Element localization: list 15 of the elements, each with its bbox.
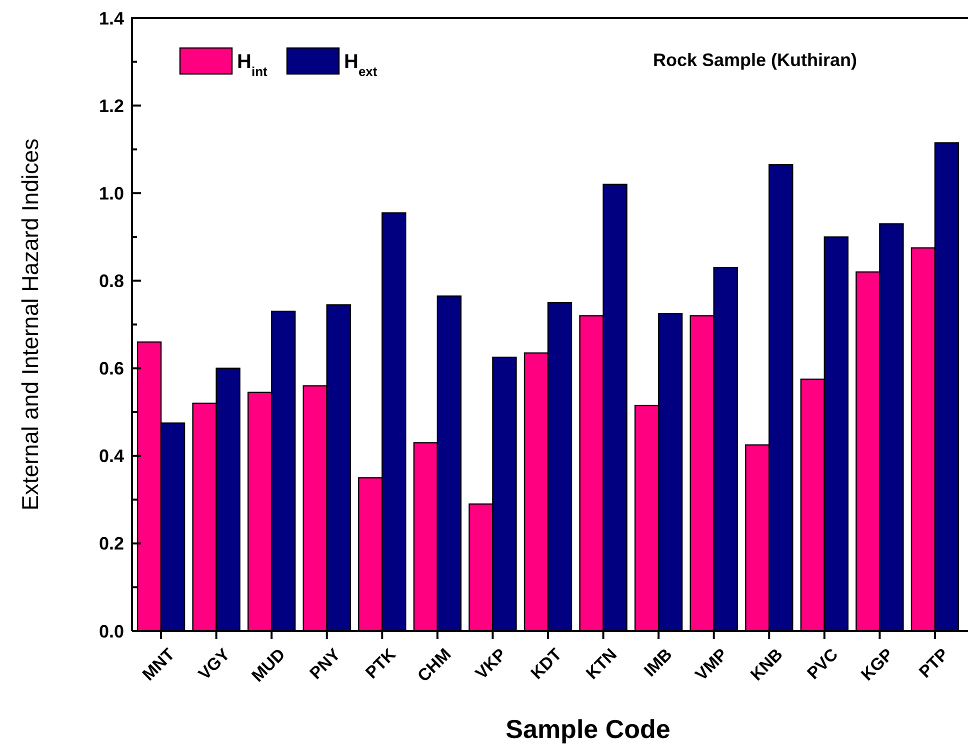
x-tick-label: IMB	[640, 644, 676, 680]
y-tick-label: 1.4	[98, 8, 124, 28]
y-axis-title: External and Internal Hazard Indices	[17, 138, 43, 511]
x-tick-label: VKP	[472, 644, 510, 683]
legend-label: H$_{int}$	[237, 51, 268, 78]
y-tick-label: 0.0	[98, 621, 124, 642]
y-tick-label: 0.2	[98, 534, 124, 554]
legend-label: H$_{ext}$	[344, 51, 378, 78]
annotation: Rock Sample (Kuthiran)	[652, 50, 858, 70]
y-tick-label: 0.4	[98, 446, 124, 466]
y-tick-label: 1.2	[98, 96, 124, 116]
y-tick-label: 0.6	[98, 358, 124, 379]
x-axis-title: Sample Code	[506, 714, 670, 744]
y-tick-label: 0.8	[98, 271, 124, 292]
y-tick-label: 1.0	[98, 183, 124, 204]
